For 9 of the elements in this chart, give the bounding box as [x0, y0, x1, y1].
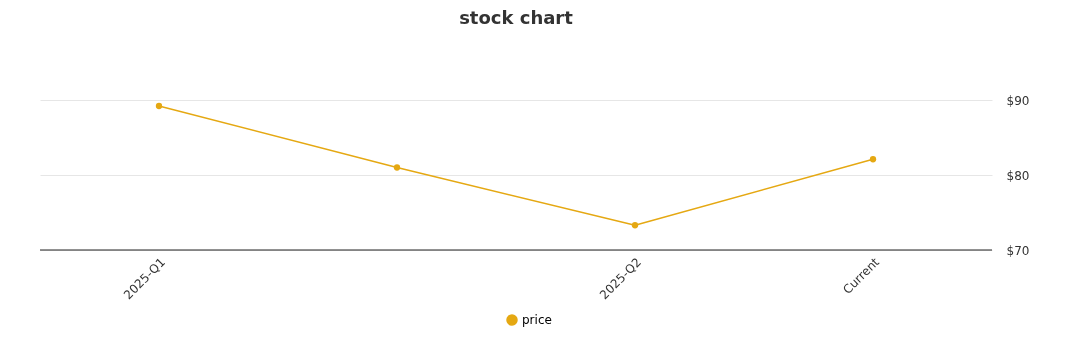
y-tick-label: $70	[1006, 243, 1030, 258]
legend-label: price	[522, 313, 552, 327]
point	[393, 164, 401, 171]
point	[155, 102, 163, 110]
chart-title: stock chart	[459, 7, 574, 28]
point	[631, 222, 639, 229]
y-tick-label: $80	[1006, 168, 1030, 183]
y-tick-label: $90	[1006, 93, 1030, 108]
point	[869, 156, 877, 163]
